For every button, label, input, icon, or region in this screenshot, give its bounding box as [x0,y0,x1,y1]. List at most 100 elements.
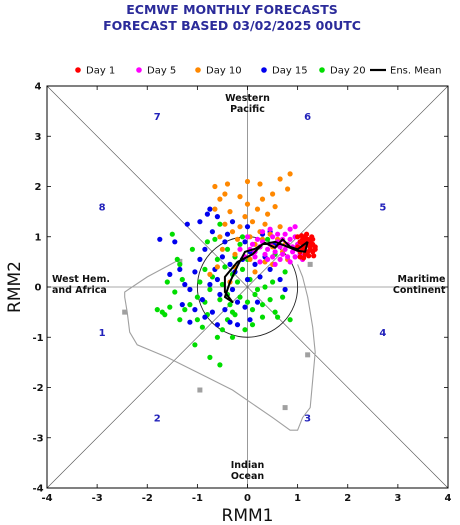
phase-number: 1 [99,328,106,339]
day-10-point [242,214,248,220]
day-15-point [192,269,198,275]
day-20-point [197,279,203,285]
x-tick-label: 3 [394,493,401,504]
x-tick-label: -2 [142,493,153,504]
day-20-point [207,354,213,360]
legend-swatch-day-10 [195,67,201,73]
day-10-point [259,196,266,202]
day-10-point [229,229,236,235]
day-5-point [252,254,258,260]
axis-ticks: -4 -3 -2 -1 0 1 2 3 4 -4 -3 -2 -1 0 1 2 3 4 [32,82,451,505]
envelope-marker [305,352,311,358]
day-20-point [177,317,183,323]
day-10-point [272,204,278,210]
day-10-point [262,221,268,227]
day-20-point [194,294,200,300]
day-15-point [197,219,203,225]
day-5-point [277,244,283,250]
day-15-point [204,211,210,217]
day-15-point [209,229,215,235]
day-5-point [265,246,271,252]
legend-label-day-1: Day 1 [86,66,115,77]
day-5-point [285,254,291,260]
day-5-point [275,231,281,237]
day-15-point [207,206,213,212]
day-20-point [227,302,233,308]
day-15-point [229,286,236,293]
region-label: Continent [393,285,446,296]
day-20-point [207,286,213,293]
day-20-point [249,307,256,313]
day-15-point [224,231,231,237]
day-15-point [214,322,220,328]
phase-number: 4 [379,328,386,339]
phase-number: 5 [379,203,386,214]
day-5-point [262,251,268,257]
day-5-point [270,234,276,240]
day-10-point [252,269,258,275]
region-label: Indian [231,460,265,471]
day-10-point [254,206,261,212]
day-20-point [199,324,205,330]
day-20-point [237,294,243,300]
legend: Day 1 Day 5 Day 10 Day 15 Day 20 Ens. Mean [75,66,441,77]
day-5-point [259,229,266,235]
day-10-point [222,191,228,197]
phase-number: 3 [304,414,311,425]
phase-guides [46,85,449,489]
day-15-point [182,281,188,288]
day-15-point [267,266,273,272]
day-15-point [209,309,215,315]
day-5-point [237,246,243,252]
day-15-point [222,239,228,245]
day-10-point [212,183,218,190]
day-5-point [257,259,263,265]
day-20-point [239,266,246,272]
day-20-point [239,234,246,240]
day-15-point [184,221,190,227]
day-20-point [217,297,223,303]
day-5-point [272,249,278,255]
day-20-point [237,241,243,247]
day-10-point [227,209,233,215]
day-15-point [167,271,173,277]
day-10-point [222,221,228,227]
day-5-point [290,249,296,255]
legend-label-day-10: Day 10 [206,66,242,77]
day-1-point [312,246,318,252]
day-15-point [177,266,183,272]
day-15-point [227,261,233,267]
day-15-point [202,246,208,252]
day-10-point [277,224,283,230]
day-15-point [242,239,248,245]
y-tick-label: 3 [35,132,42,143]
day-5-point [292,254,298,260]
envelope-line [124,258,316,431]
day-10-point [249,219,256,225]
phase-number: 6 [304,112,311,123]
forecast-points [154,171,318,368]
envelope-marker [197,387,203,393]
day-20-point [212,236,218,242]
day-15-point [247,317,253,323]
day-15-point [192,307,198,313]
day-20-point [244,299,251,305]
day-15-point [214,214,220,220]
day-20-point [287,317,293,323]
day-5-point [282,231,288,237]
y-tick-label: -2 [32,383,43,394]
envelope-marker [282,405,288,411]
day-20-point [154,307,160,313]
day-20-point [214,334,220,340]
day-10-point [265,211,271,217]
day-15-point [257,274,263,280]
x-tick-label: -3 [92,493,103,504]
day-20-point [217,362,223,368]
region-label: West Hem. [52,274,110,285]
day-10-point [257,181,263,187]
day-15-point [234,322,241,328]
day-1-point [306,253,312,259]
day-20-point [275,314,281,320]
y-tick-label: 4 [35,82,42,93]
ensemble-envelope [122,258,316,431]
